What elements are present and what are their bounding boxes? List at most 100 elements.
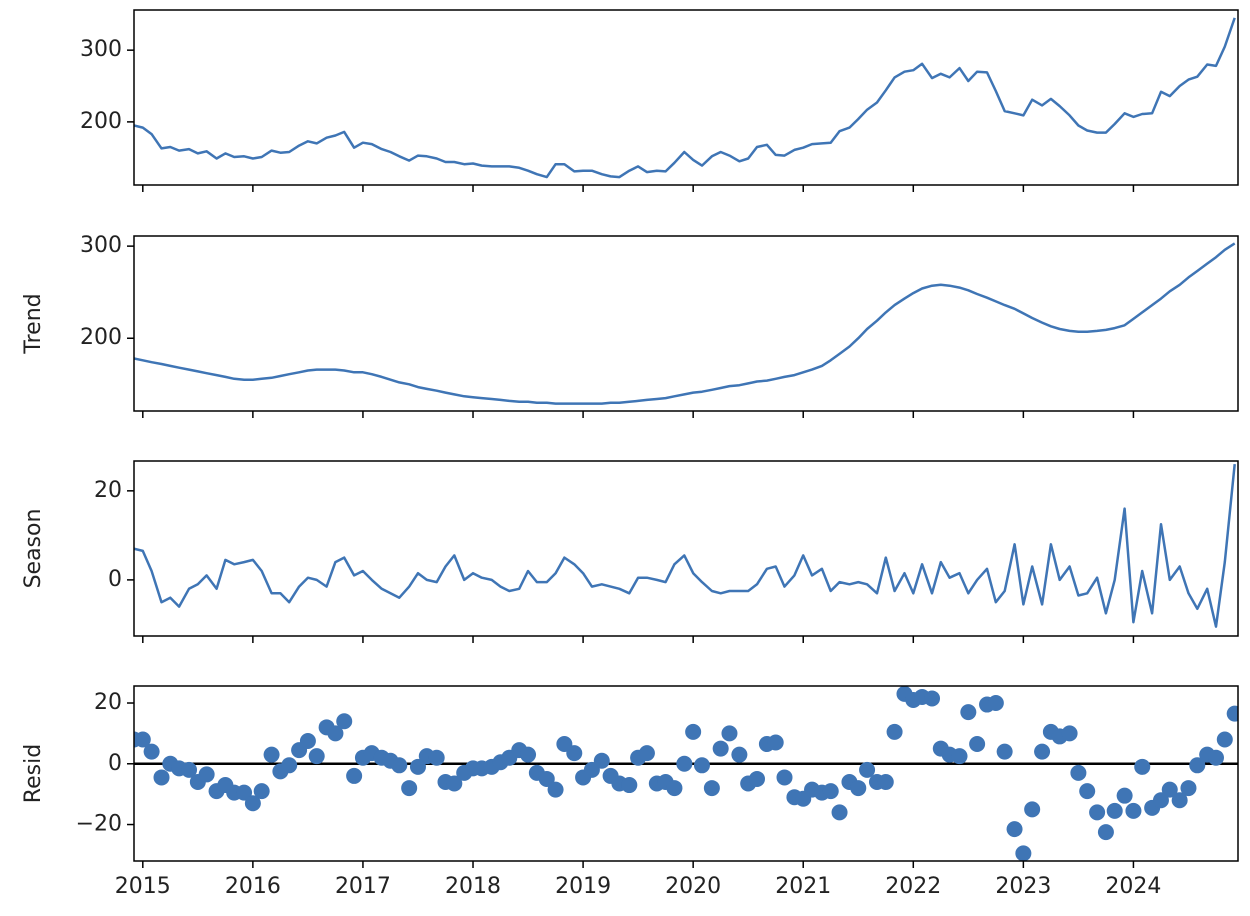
point [1171,792,1188,809]
y-tick-label: 200 [80,325,122,350]
y-tick-label: −20 [76,812,122,837]
panel [134,17,1236,179]
point [685,723,702,740]
point [850,780,867,797]
point [1134,758,1151,775]
x-tick-label: 2022 [885,874,941,899]
point [391,757,408,774]
point [886,723,903,740]
y-tick-label: 20 [94,690,122,715]
y-tick-label: 0 [108,751,122,776]
y-axis-label: Season [21,509,46,589]
point [308,748,325,765]
point [593,752,610,769]
point [538,770,555,787]
point [1216,731,1233,748]
point [1180,780,1197,797]
point [924,690,941,707]
axes-frame [133,685,1239,862]
point [299,732,316,749]
point [153,769,170,786]
point [1034,743,1051,760]
point [253,783,270,800]
y-axis-label: Trend [21,293,46,354]
y-axis-label: Resid [21,744,46,803]
line [134,463,1236,628]
panel [134,463,1236,628]
point [1006,821,1023,838]
x-tick-label: 2020 [665,874,721,899]
point [822,783,839,800]
point [428,749,445,766]
point [1161,781,1178,798]
point [401,780,418,797]
point [996,743,1013,760]
point [409,758,426,775]
point [327,725,344,742]
point [1207,749,1224,766]
point [1070,764,1087,781]
point [676,755,693,772]
point [1116,787,1133,804]
point [263,746,280,763]
point [143,743,160,760]
point [638,745,655,762]
point [446,775,463,792]
point [1152,792,1169,809]
point [859,761,876,778]
point [1106,802,1123,819]
point [1079,783,1096,800]
point [1061,725,1078,742]
point [1097,824,1114,841]
point [693,757,710,774]
point [831,804,848,821]
point [712,740,729,757]
x-tick-label: 2018 [445,874,501,899]
point [951,748,968,765]
x-tick-label: 2019 [555,874,611,899]
y-tick-label: 20 [94,478,122,503]
point [1015,845,1032,861]
x-tick-label: 2023 [995,874,1051,899]
point [547,781,564,798]
point [731,746,748,763]
point [960,704,977,721]
line [134,17,1236,179]
y-tick-label: 200 [80,109,122,134]
point [877,774,894,791]
x-tick-label: 2017 [335,874,391,899]
point [666,780,683,797]
point [703,780,720,797]
panel [134,686,1238,861]
point [346,767,363,784]
point [721,725,738,742]
axes-frame [133,9,1239,186]
point [767,734,784,751]
line [134,242,1236,405]
x-tick-label: 2021 [775,874,831,899]
point [1089,804,1106,821]
point [1024,801,1041,818]
point [244,795,261,812]
point [621,777,638,794]
x-tick-label: 2024 [1105,874,1161,899]
point [198,766,215,783]
point [336,713,353,730]
point [134,731,151,748]
x-tick-label: 2015 [115,874,171,899]
point [281,757,298,774]
y-tick-label: 300 [80,233,122,258]
point [987,695,1004,712]
point [1125,802,1142,819]
x-tick-label: 2016 [225,874,281,899]
axes-frame [133,235,1239,412]
y-tick-label: 0 [108,567,122,592]
point [520,746,537,763]
point [1189,757,1206,774]
y-tick-label: 300 [80,37,122,62]
point [776,769,793,786]
axes-frame [133,460,1239,637]
point [1226,705,1238,722]
point [969,736,986,753]
